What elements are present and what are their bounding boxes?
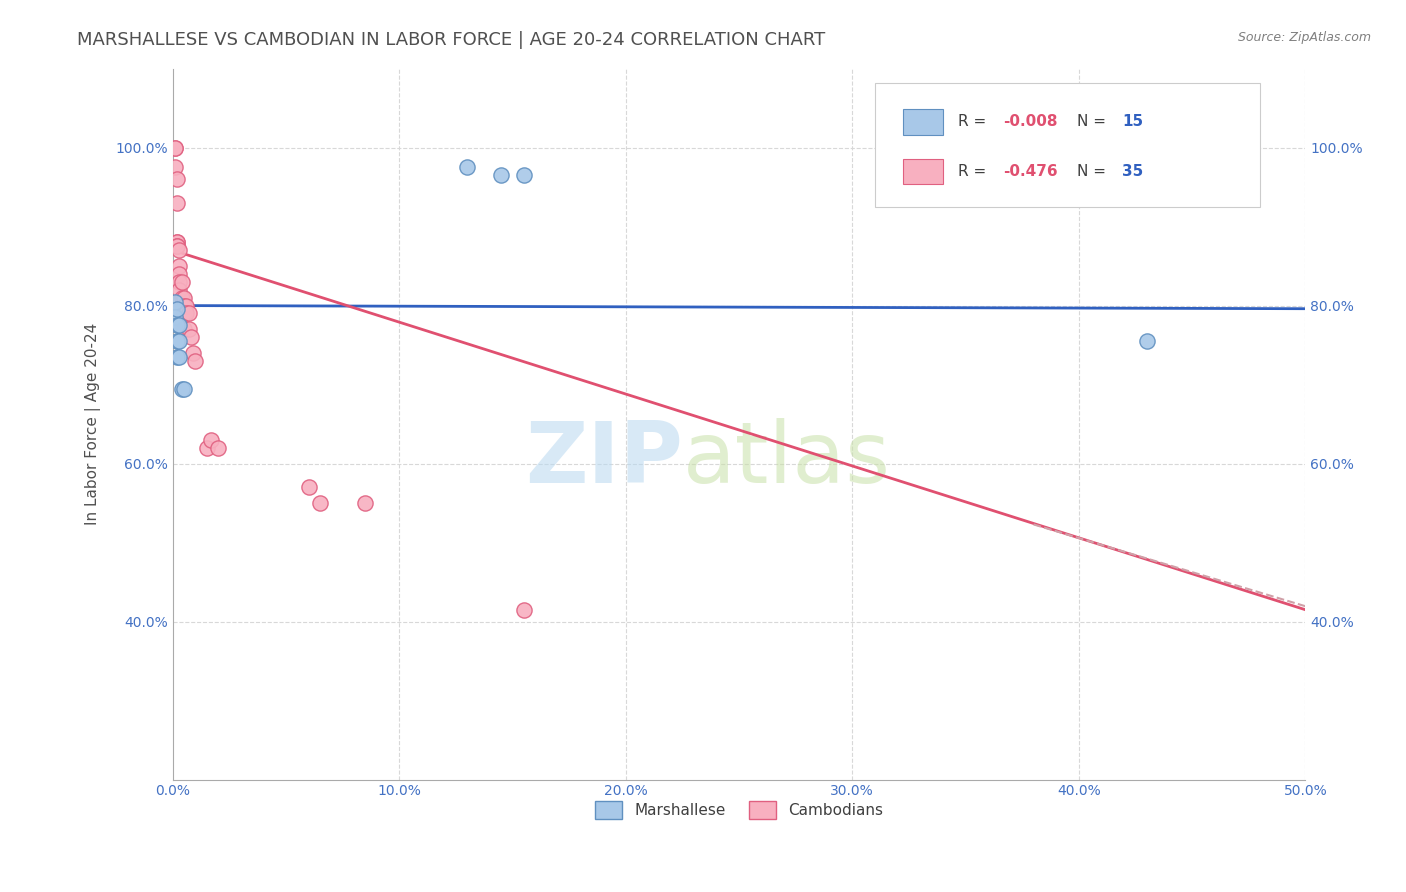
Text: 15: 15 <box>1122 114 1143 129</box>
Point <box>170 275 193 289</box>
Text: R =: R = <box>957 114 991 129</box>
Point <box>166 235 188 250</box>
Bar <box>903 159 943 185</box>
Text: MARSHALLESE VS CAMBODIAN IN LABOR FORCE | AGE 20-24 CORRELATION CHART: MARSHALLESE VS CAMBODIAN IN LABOR FORCE … <box>77 31 825 49</box>
Point <box>173 306 195 320</box>
Point <box>169 334 191 348</box>
Text: 35: 35 <box>1122 164 1143 179</box>
Point <box>166 334 188 348</box>
Point <box>166 350 188 364</box>
Point <box>169 259 191 273</box>
Point <box>174 306 197 320</box>
Point <box>174 299 197 313</box>
Point <box>180 330 202 344</box>
Point <box>513 603 536 617</box>
Point <box>297 480 319 494</box>
Point <box>169 267 191 281</box>
Point <box>354 496 377 510</box>
Point <box>170 382 193 396</box>
Point <box>173 322 195 336</box>
Point <box>163 140 186 154</box>
Point <box>200 433 222 447</box>
Point <box>166 302 188 317</box>
Point <box>163 294 186 309</box>
Point <box>163 161 186 175</box>
Text: N =: N = <box>1077 164 1111 179</box>
Point <box>166 172 188 186</box>
Point <box>489 168 512 182</box>
Point <box>177 322 200 336</box>
Bar <box>903 109 943 135</box>
Point <box>207 441 229 455</box>
Y-axis label: In Labor Force | Age 20-24: In Labor Force | Age 20-24 <box>86 323 101 525</box>
Point <box>169 283 191 297</box>
Point <box>166 318 188 333</box>
Point <box>456 161 478 175</box>
Point <box>173 299 195 313</box>
Point <box>169 318 191 333</box>
FancyBboxPatch shape <box>875 83 1260 207</box>
Text: -0.008: -0.008 <box>1002 114 1057 129</box>
Point <box>169 350 191 364</box>
Point <box>163 140 186 154</box>
Point <box>173 382 195 396</box>
Point <box>181 346 204 360</box>
Point <box>177 306 200 320</box>
Point <box>309 496 332 510</box>
Legend: Marshallese, Cambodians: Marshallese, Cambodians <box>589 795 890 825</box>
Point <box>166 195 188 210</box>
Point <box>173 291 195 305</box>
Text: N =: N = <box>1077 114 1111 129</box>
Point <box>513 168 536 182</box>
Point <box>163 310 186 325</box>
Point <box>166 235 188 250</box>
Text: R =: R = <box>957 164 991 179</box>
Point <box>169 244 191 258</box>
Point <box>170 291 193 305</box>
Point <box>195 441 218 455</box>
Point <box>169 275 191 289</box>
Text: atlas: atlas <box>682 418 890 501</box>
Point <box>166 239 188 253</box>
Text: Source: ZipAtlas.com: Source: ZipAtlas.com <box>1237 31 1371 45</box>
Text: ZIP: ZIP <box>524 418 682 501</box>
Point <box>166 239 188 253</box>
Text: -0.476: -0.476 <box>1002 164 1057 179</box>
Point <box>1136 334 1159 348</box>
Point <box>170 299 193 313</box>
Point <box>184 354 207 368</box>
